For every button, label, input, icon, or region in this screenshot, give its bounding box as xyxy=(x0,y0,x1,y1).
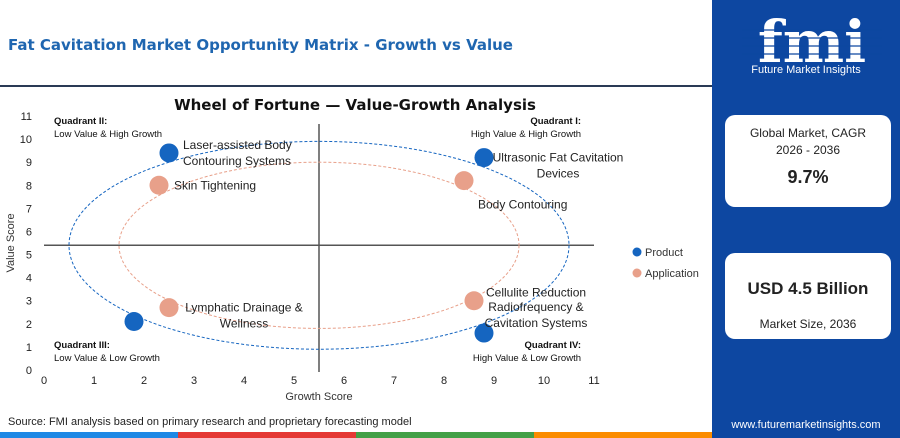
data-points: Laser-assisted Body Contouring Systems Ult… xyxy=(124,138,624,343)
cagr-label: Global Market, CAGR 2026 - 2036 xyxy=(749,126,867,157)
x-tick-label: 0 xyxy=(41,375,47,387)
quadrant-subtitle: High Value & Low Growth xyxy=(473,353,581,364)
point-label: Body Contouring xyxy=(478,198,567,212)
x-tick-label: 3 xyxy=(191,375,197,387)
cagr-card: Global Market, CAGR 2026 - 2036 9.7% xyxy=(725,115,891,207)
application-point xyxy=(464,291,484,311)
opportunity-matrix-chart: Wheel of Fortune — Value-Growth Analysis… xyxy=(5,96,699,403)
x-tick-label: 9 xyxy=(491,375,497,387)
point-label: Ultrasonic Fat Cavitation Devices xyxy=(493,151,624,181)
product-point xyxy=(474,148,494,168)
trend-ellipses xyxy=(68,140,570,350)
quadrant-title: Quadrant II: xyxy=(54,116,107,127)
brand-sidebar: fmi Future Market Insights Global Market… xyxy=(712,0,900,438)
logo-tagline: Future Market Insights xyxy=(751,64,861,76)
application-point xyxy=(159,298,179,318)
y-tick-label: 7 xyxy=(26,203,32,215)
legend-label: Application xyxy=(645,268,699,280)
application-point xyxy=(454,171,474,191)
x-tick-label: 6 xyxy=(341,375,347,387)
y-tick-label: 5 xyxy=(26,250,32,262)
title-divider xyxy=(0,85,712,87)
quadrant-subtitle: Low Value & High Growth xyxy=(54,129,162,140)
point-label: Lymphatic Drainage & Wellness xyxy=(185,301,303,331)
x-tick-label: 10 xyxy=(538,375,550,387)
y-tick-label: 8 xyxy=(26,180,32,192)
market-size-value: USD 4.5 Billion xyxy=(747,279,869,298)
application-point xyxy=(149,175,169,195)
color-bar-segment xyxy=(356,432,534,438)
point-label: Radiofrequency & Cavitation Systems xyxy=(485,300,588,330)
x-axis-title: Growth Score xyxy=(285,391,352,403)
cagr-value: 9.7% xyxy=(787,167,829,187)
chart-axes: 0 1 2 3 4 5 6 7 8 9 10 11 0 1 2 3 4 5 6 7 8 9 10 11 Growth Score… xyxy=(5,111,600,403)
quadrant-title: Quadrant IV: xyxy=(525,340,581,351)
market-size-label: Market Size, 2036 xyxy=(759,317,857,331)
legend-marker xyxy=(632,268,642,278)
x-tick-label: 4 xyxy=(241,375,247,387)
source-note: Source: FMI analysis based on primary re… xyxy=(8,416,412,428)
x-tick-label: 2 xyxy=(141,375,147,387)
x-tick-label: 5 xyxy=(291,375,297,387)
product-point xyxy=(474,323,494,343)
point-label: Cellulite Reduction xyxy=(486,286,586,300)
product-point xyxy=(124,312,144,332)
x-tick-label: 11 xyxy=(588,375,599,387)
chart-title: Wheel of Fortune — Value-Growth Analysis xyxy=(174,96,536,114)
color-bar xyxy=(0,432,712,438)
fmi-logo: fmi xyxy=(742,10,882,76)
color-bar-segment xyxy=(0,432,178,438)
y-tick-label: 2 xyxy=(26,319,32,331)
x-tick-label: 8 xyxy=(441,375,447,387)
y-tick-label: 0 xyxy=(26,365,32,377)
quadrant-title: Quadrant I: xyxy=(530,116,581,127)
quadrant-title: Quadrant III: xyxy=(54,340,110,351)
legend-label: Product xyxy=(645,247,683,259)
y-tick-label: 10 xyxy=(20,134,32,146)
chart-legend: Product Application xyxy=(632,247,699,280)
x-tick-label: 1 xyxy=(91,375,97,387)
product-point xyxy=(159,143,179,163)
y-tick-label: 9 xyxy=(26,157,32,169)
y-tick-label: 11 xyxy=(21,111,32,123)
color-bar-segment xyxy=(534,432,712,438)
logo-wordmark: fmi xyxy=(758,10,866,76)
y-tick-label: 6 xyxy=(26,226,32,238)
y-tick-label: 3 xyxy=(26,296,32,308)
market-size-card: USD 4.5 Billion Market Size, 2036 xyxy=(725,253,891,339)
y-axis-title: Value Score xyxy=(5,213,17,272)
y-tick-label: 1 xyxy=(26,342,32,354)
color-bar-segment xyxy=(178,432,356,438)
trend-ellipse xyxy=(118,161,520,329)
page-title: Fat Cavitation Market Opportunity Matrix… xyxy=(8,36,513,54)
x-tick-label: 7 xyxy=(391,375,397,387)
quadrant-subtitle: Low Value & Low Growth xyxy=(54,353,160,364)
point-label: Skin Tightening xyxy=(174,178,256,192)
point-label: Laser-assisted Body Contouring Systems xyxy=(183,138,292,168)
website-link[interactable]: www.futuremarketinsights.com xyxy=(731,419,881,431)
quadrant-labels: Quadrant II: Low Value & High Growth Quadr… xyxy=(54,116,581,364)
y-tick-label: 4 xyxy=(26,273,32,285)
legend-marker xyxy=(632,247,642,257)
quadrant-subtitle: High Value & High Growth xyxy=(471,129,581,140)
